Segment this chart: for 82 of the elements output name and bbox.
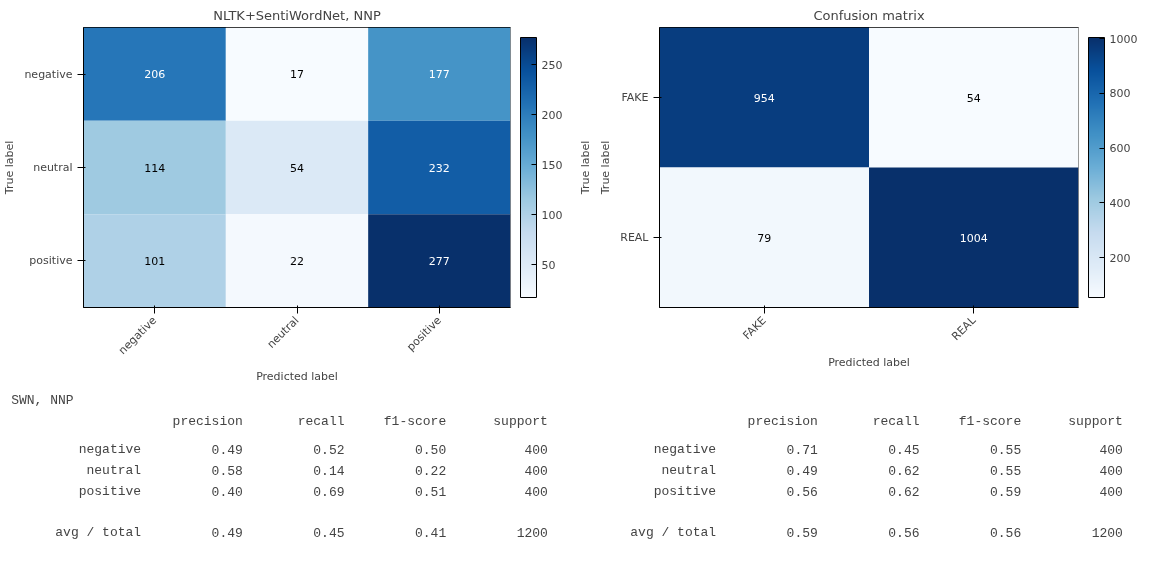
- category-label: avg / total: [55, 524, 142, 540]
- text: 0.22: [414, 464, 447, 479]
- text: 400: [524, 464, 548, 479]
- text: 0.56: [989, 525, 1022, 541]
- text: 0.52: [313, 443, 345, 459]
- y-axis-title: True label: [3, 140, 17, 196]
- data-label: 114: [144, 161, 166, 175]
- category-label: recall: [872, 413, 920, 429]
- chart-title: Confusion matrix: [813, 7, 925, 23]
- color-bar-label: 100: [541, 208, 563, 222]
- text: 400: [1099, 443, 1123, 459]
- category-label: negative: [78, 442, 142, 458]
- color-bar-label: 1000: [1109, 32, 1138, 46]
- color-bar-label: 50: [541, 258, 556, 272]
- color-bar-label: 800: [1109, 87, 1131, 101]
- color-bar-label: 200: [1109, 251, 1131, 265]
- text: 0.69: [313, 484, 345, 500]
- category-label: neutral: [86, 463, 142, 478]
- category-label: support: [1068, 413, 1123, 429]
- category-label: precision: [172, 413, 243, 429]
- data-label: 954: [753, 91, 775, 105]
- text: 0.45: [888, 443, 920, 459]
- data-label: 79: [757, 231, 772, 245]
- y-axis-title: True label: [599, 140, 613, 196]
- data-label: 177: [428, 68, 450, 82]
- text: 0.71: [786, 443, 818, 459]
- category-label: avg / total: [630, 524, 717, 540]
- color-bar-label: 250: [541, 58, 563, 72]
- data-label: 232: [428, 161, 450, 175]
- text: True label: [578, 140, 592, 196]
- text: 0.55: [989, 443, 1022, 459]
- x-axis-title: Predicted label: [828, 355, 910, 369]
- color-bar-label: 200: [541, 108, 563, 122]
- category-label: positive: [653, 483, 717, 499]
- data-label: 277: [428, 254, 450, 268]
- data-label: 206: [144, 68, 166, 82]
- text: 0.49: [211, 525, 243, 541]
- chart-title: NLTK+SentiWordNet, NNP: [213, 7, 381, 23]
- text: 0.62: [888, 464, 920, 479]
- color-bar-label: 600: [1109, 142, 1131, 156]
- text: 1200: [516, 525, 548, 541]
- category-label: f1-score: [383, 413, 447, 429]
- data-label: 54: [966, 91, 981, 105]
- y-tick-label: positive: [29, 254, 73, 268]
- color-bar-label: 400: [1109, 196, 1131, 210]
- text: 400: [524, 443, 548, 459]
- text: 0.14: [313, 464, 345, 479]
- y-tick-label: negative: [24, 67, 73, 81]
- text: 400: [524, 484, 548, 500]
- text: 0.50: [414, 443, 447, 459]
- data-label: 54: [290, 161, 304, 175]
- text: 0.55: [989, 464, 1022, 479]
- y-tick-label: neutral: [33, 161, 73, 174]
- text: 0.51: [414, 484, 447, 500]
- category-label: negative: [653, 442, 717, 458]
- text: 0.40: [211, 484, 243, 500]
- category-label: neutral: [661, 463, 717, 478]
- text: 0.41: [414, 525, 447, 541]
- data-label: 101: [144, 254, 166, 268]
- category-label: precision: [747, 413, 818, 429]
- data-label: 17: [290, 68, 304, 82]
- category-label: f1-score: [958, 413, 1022, 429]
- data-label: 1004: [959, 231, 988, 245]
- text: 400: [1099, 484, 1123, 500]
- category-label: recall: [297, 413, 345, 429]
- text: 0.56: [888, 525, 920, 541]
- text: 0.59: [989, 484, 1022, 500]
- x-axis-title: Predicted label: [256, 369, 338, 383]
- text: 400: [1099, 464, 1123, 479]
- text: 0.59: [786, 525, 818, 541]
- color-bar-label: 150: [541, 158, 563, 172]
- category-label: positive: [78, 483, 142, 499]
- category-label: support: [493, 413, 548, 429]
- text: 0.58: [211, 464, 243, 479]
- text: 0.49: [786, 464, 818, 479]
- data-label: 22: [290, 254, 304, 268]
- text: SWN, NNP: [11, 393, 74, 409]
- text: 0.62: [888, 484, 920, 500]
- text: 0.45: [313, 525, 345, 541]
- text: 0.56: [786, 484, 818, 500]
- text: 1200: [1091, 525, 1123, 541]
- text: 0.49: [211, 443, 243, 459]
